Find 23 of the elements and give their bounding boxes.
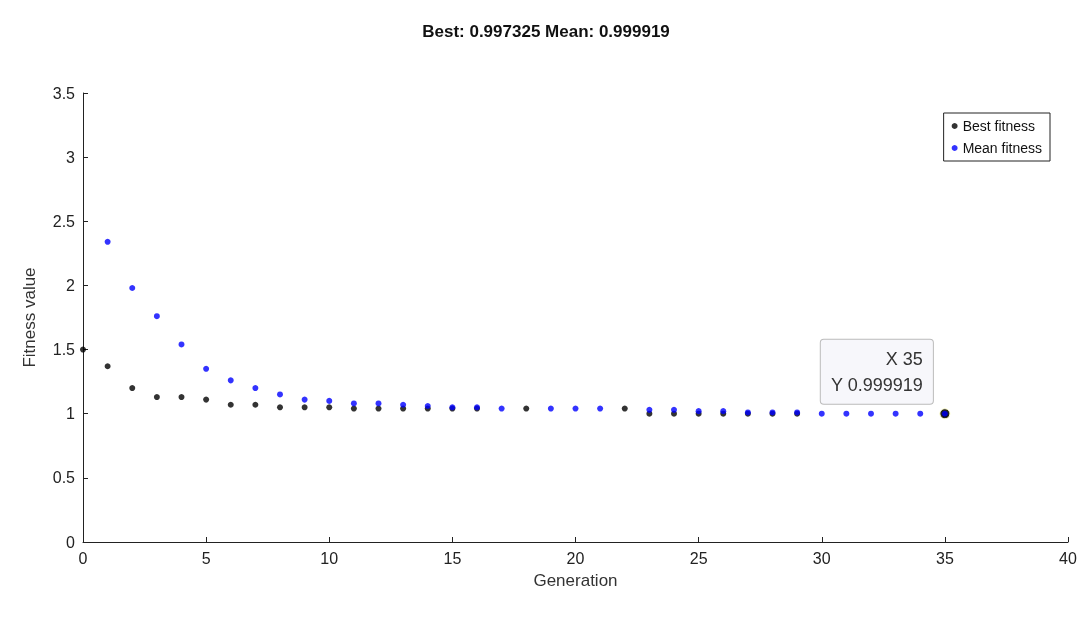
x-tick-label: 30 (812, 549, 831, 567)
chart-title: Best: 0.997325 Mean: 0.999919 (422, 22, 670, 41)
x-tick-label: 20 (566, 549, 585, 567)
x-axis-title: Generation (533, 571, 618, 590)
y-axis-title: Fitness value (20, 267, 39, 368)
x-tick-label: 5 (201, 549, 211, 567)
x-tick-label: 40 (1059, 549, 1077, 567)
y-tick-label: 2 (66, 276, 76, 294)
x-tick-label: 10 (320, 549, 339, 567)
x-tick-label: 35 (935, 549, 954, 567)
y-tick-label: 0.5 (52, 469, 76, 487)
legend-label: Mean fitness (962, 140, 1042, 156)
x-tick-label: 15 (443, 549, 462, 567)
y-tick-label: 2.5 (52, 212, 76, 230)
y-tick-label: 3.5 (52, 84, 76, 102)
annotation: X 35 Y 0.999919 (831, 348, 923, 395)
y-tick-label: 1.5 (52, 341, 76, 359)
y-tick-label: 1 (66, 405, 76, 423)
y-tick-label: 0 (66, 533, 76, 551)
x-tick-label: 0 (78, 549, 88, 567)
legend-label: Best fitness (962, 118, 1035, 134)
x-tick-label: 25 (689, 549, 708, 567)
y-tick-label: 3 (66, 148, 76, 166)
